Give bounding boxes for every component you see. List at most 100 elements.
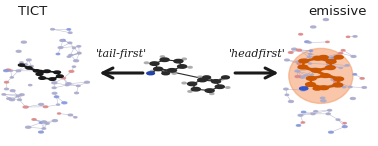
Circle shape bbox=[307, 56, 311, 58]
Circle shape bbox=[296, 61, 299, 62]
Circle shape bbox=[62, 78, 65, 79]
Circle shape bbox=[23, 64, 28, 65]
Circle shape bbox=[76, 85, 80, 87]
Circle shape bbox=[191, 87, 200, 91]
Circle shape bbox=[215, 85, 224, 88]
Circle shape bbox=[327, 63, 332, 65]
Circle shape bbox=[65, 84, 69, 86]
Circle shape bbox=[34, 70, 39, 72]
Circle shape bbox=[36, 73, 43, 75]
Circle shape bbox=[299, 59, 309, 63]
Circle shape bbox=[42, 128, 46, 129]
Circle shape bbox=[77, 46, 81, 47]
Circle shape bbox=[9, 99, 14, 101]
Circle shape bbox=[328, 65, 333, 67]
Circle shape bbox=[326, 41, 329, 42]
Circle shape bbox=[26, 67, 32, 69]
Circle shape bbox=[342, 86, 346, 88]
Circle shape bbox=[20, 62, 23, 63]
Circle shape bbox=[74, 117, 77, 118]
Circle shape bbox=[74, 60, 79, 62]
Circle shape bbox=[16, 95, 20, 97]
Circle shape bbox=[320, 56, 324, 58]
Circle shape bbox=[45, 123, 49, 124]
Circle shape bbox=[319, 86, 328, 90]
Circle shape bbox=[308, 42, 311, 43]
Circle shape bbox=[72, 47, 76, 49]
Circle shape bbox=[160, 56, 164, 58]
Circle shape bbox=[21, 41, 26, 43]
Circle shape bbox=[69, 54, 72, 56]
Circle shape bbox=[162, 72, 170, 75]
Circle shape bbox=[324, 56, 327, 58]
Circle shape bbox=[198, 78, 207, 82]
Circle shape bbox=[49, 78, 56, 80]
Circle shape bbox=[182, 82, 186, 84]
Circle shape bbox=[298, 114, 303, 116]
Circle shape bbox=[322, 86, 327, 88]
Circle shape bbox=[68, 114, 73, 116]
Circle shape bbox=[7, 98, 11, 99]
Circle shape bbox=[57, 104, 60, 105]
Circle shape bbox=[285, 59, 289, 61]
Text: 'tail-first': 'tail-first' bbox=[96, 49, 147, 59]
Circle shape bbox=[54, 71, 60, 74]
Circle shape bbox=[147, 72, 155, 75]
Circle shape bbox=[345, 65, 349, 66]
Circle shape bbox=[32, 119, 36, 120]
Circle shape bbox=[66, 83, 71, 85]
Circle shape bbox=[323, 19, 328, 21]
Circle shape bbox=[4, 70, 9, 72]
Circle shape bbox=[23, 106, 28, 108]
Circle shape bbox=[39, 122, 43, 123]
Circle shape bbox=[305, 41, 310, 43]
Circle shape bbox=[10, 90, 15, 92]
Circle shape bbox=[56, 75, 63, 78]
Circle shape bbox=[308, 63, 311, 64]
Circle shape bbox=[62, 102, 67, 104]
Circle shape bbox=[334, 77, 344, 81]
Circle shape bbox=[353, 36, 357, 37]
Circle shape bbox=[2, 94, 6, 95]
Circle shape bbox=[212, 80, 221, 83]
Circle shape bbox=[333, 83, 343, 87]
Circle shape bbox=[203, 76, 211, 79]
Circle shape bbox=[342, 126, 347, 128]
Circle shape bbox=[296, 125, 301, 126]
Circle shape bbox=[19, 64, 25, 66]
Circle shape bbox=[56, 53, 60, 55]
Circle shape bbox=[39, 104, 43, 105]
Circle shape bbox=[9, 70, 12, 71]
Circle shape bbox=[85, 81, 90, 83]
Circle shape bbox=[222, 76, 229, 79]
Circle shape bbox=[6, 69, 10, 71]
Circle shape bbox=[205, 89, 214, 92]
Circle shape bbox=[210, 93, 214, 94]
Circle shape bbox=[178, 65, 187, 68]
Circle shape bbox=[310, 50, 313, 51]
Circle shape bbox=[309, 85, 313, 86]
Circle shape bbox=[311, 26, 316, 28]
Circle shape bbox=[288, 52, 293, 53]
Circle shape bbox=[360, 78, 364, 79]
Circle shape bbox=[313, 56, 323, 60]
Circle shape bbox=[311, 68, 321, 72]
Circle shape bbox=[350, 98, 355, 99]
Circle shape bbox=[296, 49, 302, 51]
Circle shape bbox=[34, 70, 39, 72]
Circle shape bbox=[333, 81, 338, 82]
Circle shape bbox=[187, 82, 197, 86]
Circle shape bbox=[167, 69, 177, 72]
Circle shape bbox=[334, 55, 343, 59]
Circle shape bbox=[29, 65, 33, 67]
Circle shape bbox=[300, 76, 305, 78]
Circle shape bbox=[328, 110, 332, 111]
Circle shape bbox=[325, 66, 335, 69]
Circle shape bbox=[5, 88, 8, 90]
Circle shape bbox=[16, 50, 21, 52]
Text: 'headfirst': 'headfirst' bbox=[228, 49, 285, 59]
Circle shape bbox=[333, 77, 337, 79]
Circle shape bbox=[26, 59, 31, 61]
Circle shape bbox=[16, 70, 21, 72]
Circle shape bbox=[311, 113, 315, 115]
